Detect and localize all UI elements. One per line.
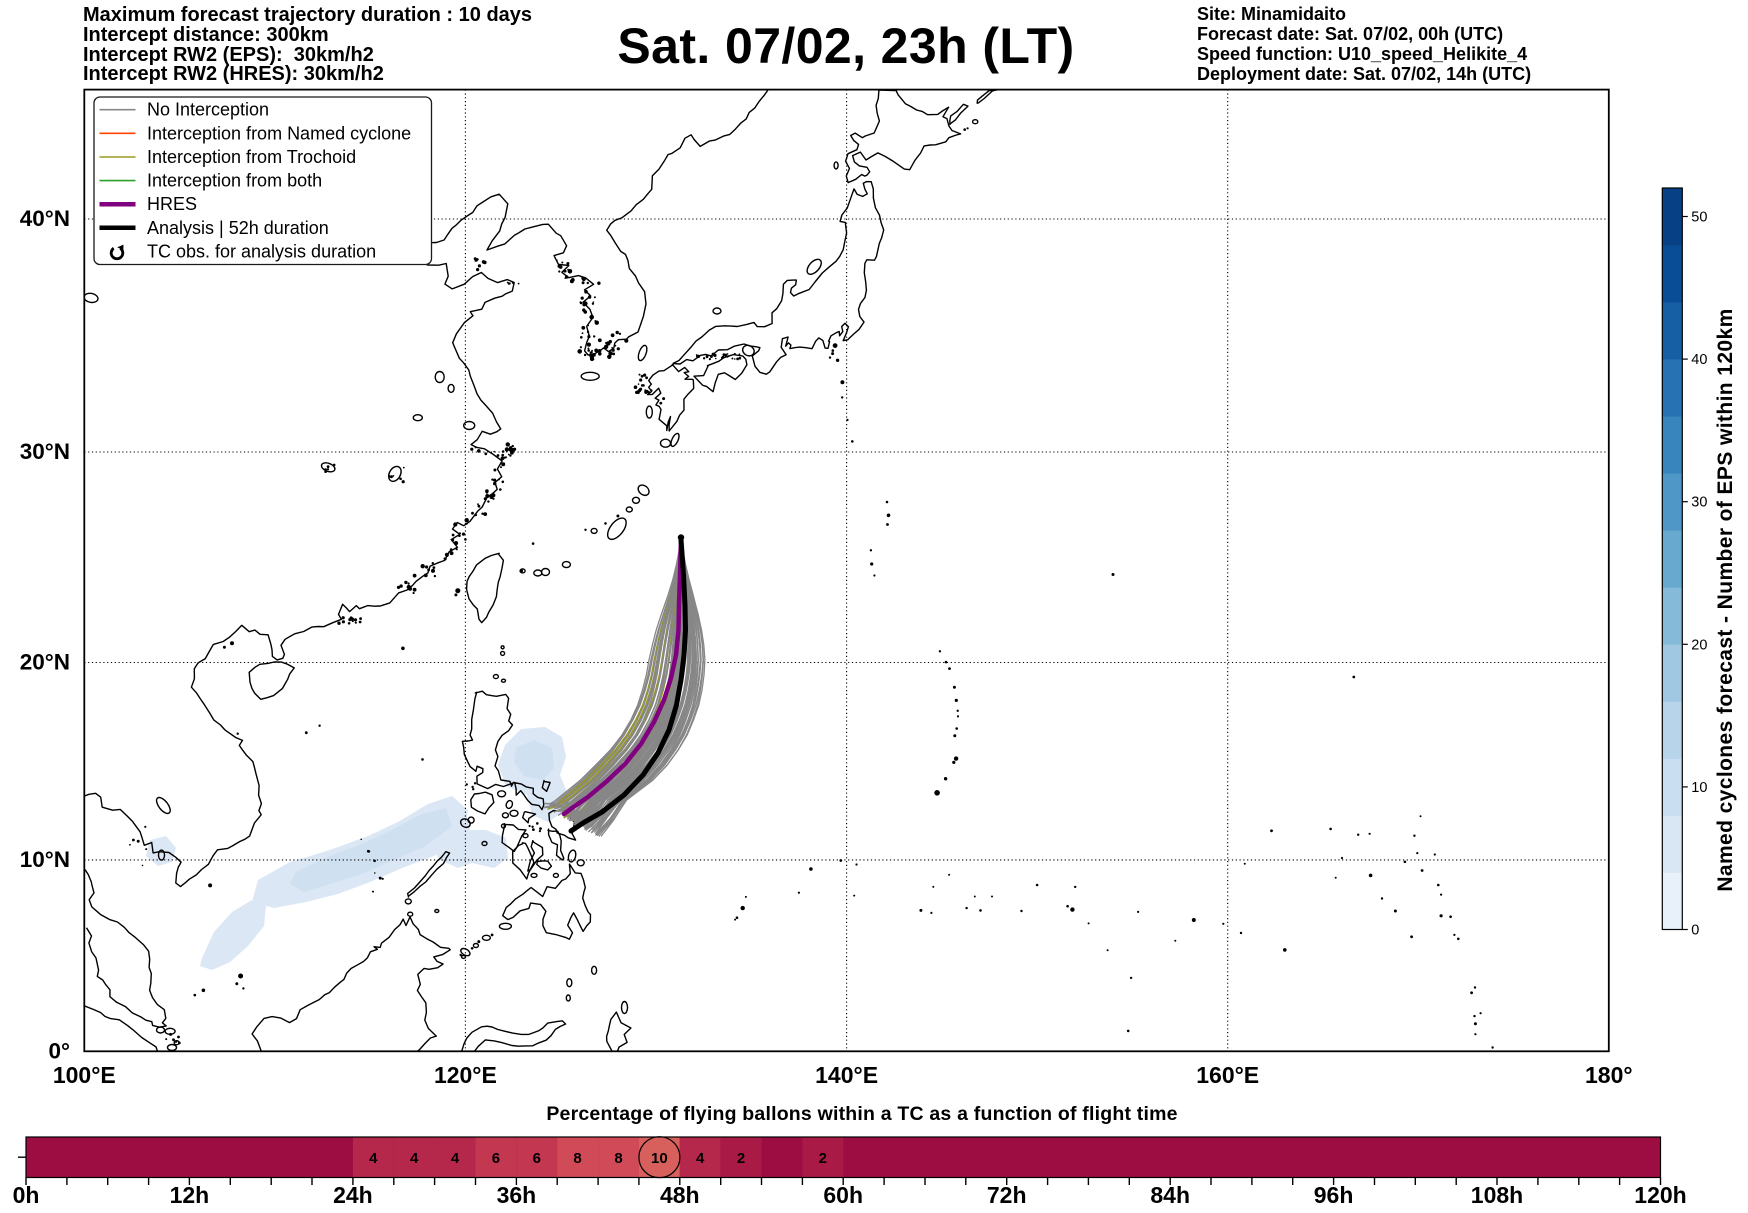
svg-text:4: 4 <box>451 1150 460 1167</box>
svg-text:Interception from both: Interception from both <box>147 171 322 191</box>
svg-text:8: 8 <box>573 1150 581 1167</box>
svg-text:4: 4 <box>696 1150 705 1167</box>
svg-text:50: 50 <box>1691 210 1707 226</box>
svg-text:6: 6 <box>492 1150 500 1167</box>
svg-text:20: 20 <box>1691 637 1707 653</box>
svg-text:Analysis | 52h duration: Analysis | 52h duration <box>147 218 329 238</box>
svg-text:10: 10 <box>651 1150 668 1167</box>
svg-text:108h: 108h <box>1471 1182 1523 1208</box>
svg-text:Interception from Named cyclon: Interception from Named cyclone <box>147 123 411 143</box>
svg-text:12h: 12h <box>170 1182 210 1208</box>
svg-text:96h: 96h <box>1314 1182 1354 1208</box>
svg-text:10: 10 <box>1691 780 1707 796</box>
svg-text:60h: 60h <box>823 1182 863 1208</box>
svg-text:HRES: HRES <box>147 194 197 214</box>
svg-text:TC obs. for analysis duration: TC obs. for analysis duration <box>147 242 376 262</box>
svg-text:Interception from Trochoid: Interception from Trochoid <box>147 147 356 167</box>
svg-text:0: 0 <box>1691 923 1699 939</box>
svg-text:72h: 72h <box>987 1182 1027 1208</box>
svg-text:24h: 24h <box>333 1182 373 1208</box>
svg-text:4: 4 <box>410 1150 419 1167</box>
svg-text:30: 30 <box>1691 495 1707 511</box>
svg-text:180°: 180° <box>1585 1062 1633 1088</box>
svg-text:0°: 0° <box>48 1038 70 1063</box>
svg-text:No Interception: No Interception <box>147 100 269 120</box>
svg-text:4: 4 <box>369 1150 378 1167</box>
svg-text:40: 40 <box>1691 352 1707 368</box>
svg-text:8: 8 <box>614 1150 622 1167</box>
svg-text:Named cyclones forecast - Numb: Named cyclones forecast - Number of EPS … <box>1714 308 1737 891</box>
svg-text:20°N: 20°N <box>20 650 70 675</box>
svg-text:0h: 0h <box>13 1182 40 1208</box>
svg-text:Percentage of flying ballons w: Percentage of flying ballons within a TC… <box>546 1103 1177 1125</box>
svg-text:84h: 84h <box>1150 1182 1190 1208</box>
svg-text:48h: 48h <box>660 1182 700 1208</box>
svg-text:40°N: 40°N <box>20 206 70 231</box>
svg-text:100°E: 100°E <box>53 1062 116 1088</box>
svg-text:160°E: 160°E <box>1196 1062 1259 1088</box>
svg-text:140°E: 140°E <box>815 1062 878 1088</box>
svg-text:2: 2 <box>819 1150 827 1167</box>
svg-text:120°E: 120°E <box>434 1062 497 1088</box>
svg-text:36h: 36h <box>497 1182 537 1208</box>
svg-text:120h: 120h <box>1634 1182 1686 1208</box>
svg-text:6: 6 <box>533 1150 541 1167</box>
svg-text:30°N: 30°N <box>20 439 70 464</box>
svg-text:10°N: 10°N <box>20 847 70 872</box>
svg-text:2: 2 <box>737 1150 745 1167</box>
